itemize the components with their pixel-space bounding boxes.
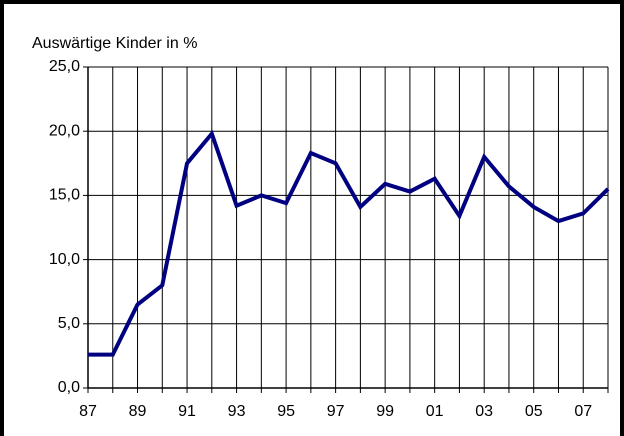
y-tick-label: 10,0: [49, 251, 80, 268]
y-tick-label: 0,0: [58, 379, 80, 396]
x-tick-label: 91: [178, 403, 196, 420]
x-tick-label: 95: [277, 403, 295, 420]
chart-title: Auswärtige Kinder in %: [32, 35, 197, 52]
y-tick-label: 20,0: [49, 122, 80, 139]
x-tick-label: 05: [525, 403, 543, 420]
data-line: [88, 129, 610, 357]
y-tick-label: 15,0: [49, 187, 80, 204]
x-tick-label: 87: [79, 403, 97, 420]
x-tick-label: 01: [426, 403, 444, 420]
x-tick-label: 07: [574, 403, 592, 420]
y-tick-label: 25,0: [49, 58, 80, 75]
x-tick-label: 03: [475, 403, 493, 420]
x-tick-label: 93: [228, 403, 246, 420]
x-tick-label: 99: [376, 403, 394, 420]
y-tick-label: 5,0: [58, 315, 80, 332]
x-tick-label: 89: [129, 403, 147, 420]
x-tick-label: 97: [327, 403, 345, 420]
